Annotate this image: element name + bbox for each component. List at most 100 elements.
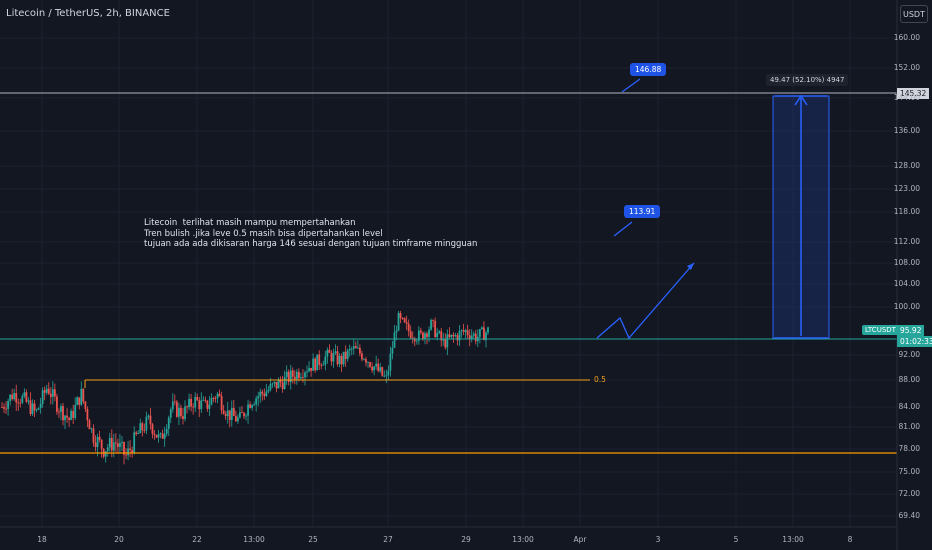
candle-body <box>114 442 117 444</box>
candle-body <box>312 358 315 371</box>
candle-body <box>198 400 201 410</box>
candle-body <box>399 313 402 319</box>
candle-body <box>251 405 254 408</box>
candle-body <box>474 333 477 342</box>
time-axis-tick: 13:00 <box>243 535 265 544</box>
time-axis-tick: 29 <box>461 535 471 544</box>
candle-body <box>137 433 140 434</box>
candle-body <box>487 327 489 333</box>
candle-body <box>19 402 22 404</box>
candle-body <box>216 393 219 399</box>
candle-body <box>129 448 132 450</box>
candle-body <box>379 367 382 372</box>
candle-body <box>58 411 60 413</box>
callout-upper-target[interactable]: 146.88 <box>630 63 667 76</box>
candle-body <box>287 371 290 382</box>
symbol-tag: LTCUSDT <box>862 325 899 335</box>
candle-body <box>35 409 38 411</box>
candle-body <box>212 397 215 399</box>
candle-body <box>440 331 443 341</box>
currency-button[interactable]: USDT <box>900 5 928 23</box>
candle-body <box>336 351 339 365</box>
candle-body <box>249 404 251 408</box>
price-axis-tick: 144.00 <box>893 93 920 102</box>
candle-body <box>348 348 351 351</box>
candle-body <box>210 397 213 405</box>
candle-body <box>147 415 150 417</box>
candle-body <box>267 389 270 392</box>
time-axis-tick: 25 <box>308 535 318 544</box>
candle-body <box>180 407 182 417</box>
candle-body <box>117 443 119 447</box>
price-axis-tick: 81.00 <box>898 422 920 431</box>
candle-body <box>403 318 406 323</box>
time-axis-tick: 22 <box>192 535 202 544</box>
candle-body <box>297 371 300 379</box>
candle-body <box>444 338 447 348</box>
callout-lower-pointer <box>613 221 633 237</box>
candle-body <box>472 333 475 336</box>
candlestick-series <box>1 310 489 465</box>
candle-body <box>448 334 451 337</box>
candle-body <box>318 354 321 365</box>
candle-body <box>381 367 384 376</box>
candle-body <box>121 442 123 443</box>
price-axis-tick: 84.00 <box>898 402 920 411</box>
candle-body <box>458 331 461 341</box>
candle-body <box>184 406 186 419</box>
note-line: Tren bulish .jika leve 0.5 masih bisa di… <box>144 228 383 239</box>
candle-body <box>190 398 193 407</box>
candle-body <box>434 320 437 338</box>
candle-body <box>127 448 129 456</box>
price-axis-tick: 112.00 <box>893 237 920 246</box>
candle-body <box>13 393 16 400</box>
candle-body <box>247 404 249 416</box>
candle-body <box>167 417 170 429</box>
candle-body <box>119 442 121 447</box>
candle-body <box>153 433 156 435</box>
candle-body <box>377 363 380 372</box>
candle-body <box>324 356 327 365</box>
candle-body <box>316 354 319 371</box>
candle-body <box>159 433 162 435</box>
resistance-price-tag: 145.32 <box>897 88 930 99</box>
candle-body <box>464 330 467 332</box>
candle-body <box>365 359 367 363</box>
candle-body <box>236 417 239 422</box>
note-line: Litecoin terlihat masih mampu mempertaha… <box>144 218 356 228</box>
price-axis-tick: 72.00 <box>898 489 920 498</box>
candle-body <box>243 412 245 417</box>
candle-body <box>387 370 390 376</box>
candle-body <box>361 353 363 360</box>
candle-body <box>283 376 286 389</box>
candle-body <box>255 398 258 405</box>
candle-body <box>234 415 237 422</box>
candle-body <box>450 334 453 337</box>
candle-body <box>454 335 457 337</box>
candle-body <box>23 392 26 397</box>
price-axis-tick: 75.00 <box>898 467 920 476</box>
candle-body <box>155 434 158 438</box>
callout-lower-target[interactable]: 113.91 <box>624 205 661 218</box>
candle-body <box>462 330 465 332</box>
note-line: tujuan ada ada dikisaran harga 146 sesua… <box>144 239 478 249</box>
price-axis-tick: 104.00 <box>893 279 920 288</box>
candle-body <box>33 403 36 411</box>
candle-body <box>29 400 32 414</box>
candle-body <box>346 350 349 359</box>
projection-path <box>596 262 695 340</box>
candle-body <box>100 439 103 449</box>
candle-body <box>375 363 378 367</box>
candle-body <box>426 333 428 337</box>
candle-body <box>239 412 241 418</box>
candle-body <box>352 346 355 349</box>
candle-body <box>265 391 268 397</box>
time-axis-tick: 18 <box>37 535 47 544</box>
candle-body <box>123 442 125 455</box>
candle-body <box>350 348 353 350</box>
candle-body <box>344 351 347 359</box>
price-axis-tick: 123.00 <box>893 184 920 193</box>
candle-body <box>271 383 274 385</box>
candle-body <box>397 313 400 331</box>
